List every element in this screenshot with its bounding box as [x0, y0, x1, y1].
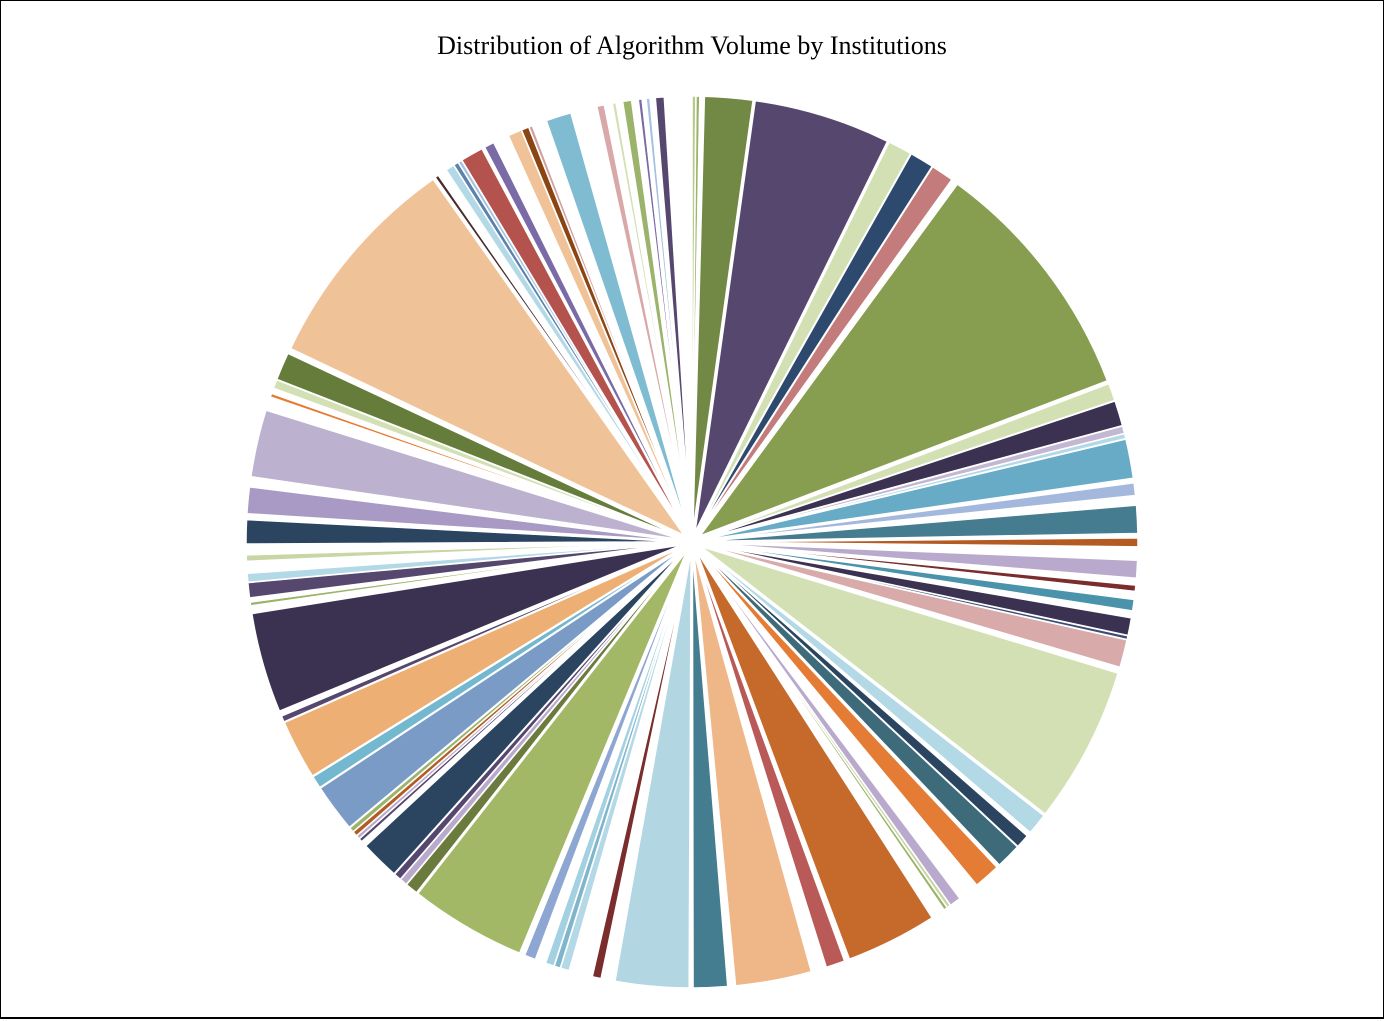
pie-slice-96 — [287, 349, 684, 539]
pie-slice-3 — [692, 95, 754, 533]
pie-slice-90 — [249, 409, 683, 541]
pie-slice-8 — [697, 178, 957, 535]
pie-slice-48 — [693, 551, 813, 987]
pie-slice-44 — [695, 550, 934, 961]
pie-slice-61 — [519, 550, 689, 957]
pie-slice-52 — [614, 551, 692, 989]
chart-title: Distribution of Algorithm Volume by Inst… — [437, 31, 947, 60]
pie-slice-62 — [416, 550, 688, 955]
pie-slice-77 — [250, 543, 683, 713]
pie-slice-74 — [283, 545, 684, 778]
pie-slice-124 — [663, 95, 693, 533]
pie-slice-89 — [248, 476, 683, 542]
pie-slice-4 — [694, 99, 889, 533]
pie-slice-43 — [696, 549, 945, 919]
pie-slice-51 — [689, 551, 694, 989]
pie-slice-32 — [700, 545, 1120, 816]
pie-slice-97 — [289, 178, 687, 538]
pie-slice-9 — [697, 182, 1109, 538]
pie-slice-31 — [701, 544, 1121, 673]
pie-slice-47 — [694, 551, 827, 973]
pie-slice-76 — [278, 545, 684, 717]
pie-slices — [245, 95, 1139, 989]
pie-slice-73 — [311, 546, 684, 789]
